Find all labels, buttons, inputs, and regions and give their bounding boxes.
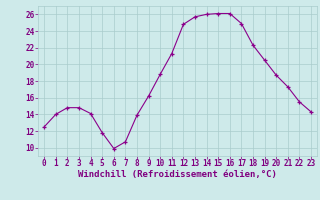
X-axis label: Windchill (Refroidissement éolien,°C): Windchill (Refroidissement éolien,°C) — [78, 170, 277, 179]
